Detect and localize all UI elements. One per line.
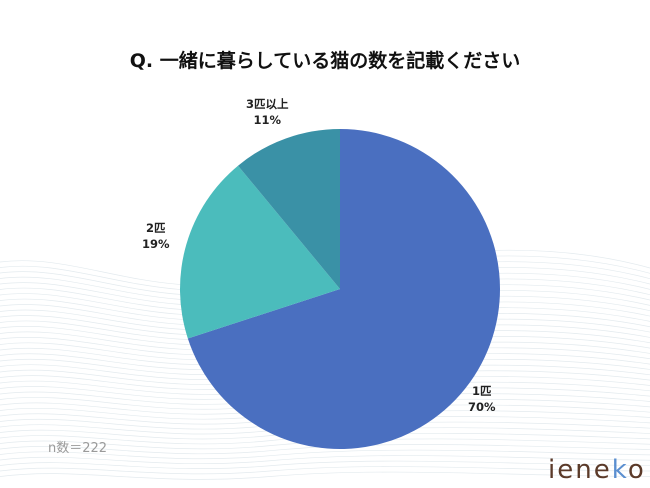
slice-percent: 70% [468,400,496,414]
slice-name: 2匹 [146,221,166,235]
chart-title: Q. 一緒に暮らしている猫の数を記載ください [129,50,521,72]
wave-line [0,438,650,450]
wave-line [0,460,650,469]
wave-line [0,449,650,460]
sample-size: n数＝222 [48,441,108,456]
logo-k: k [611,455,628,485]
slice-name: 1匹 [472,384,492,398]
wave-line [0,432,650,445]
wave-line [0,455,650,465]
wave-line [0,471,650,480]
pie-slice-1 [187,129,500,449]
slice-label-1: 1匹 70% [468,383,496,415]
logo-text: iene [548,455,612,485]
slice-name: 3匹以上 [246,97,289,111]
pie-slice-3 [238,129,340,289]
slice-percent: 11% [253,113,282,127]
logo-text: o [627,455,646,485]
wave-line [0,444,650,455]
ieneko-logo: ieneko [548,455,646,485]
wave-line [0,466,650,475]
slice-percent: 19% [142,237,170,251]
slice-label-2: 2匹 19% [142,220,170,252]
pie-slice-2 [180,165,340,339]
slice-label-3: 3匹以上 11% [246,96,289,128]
